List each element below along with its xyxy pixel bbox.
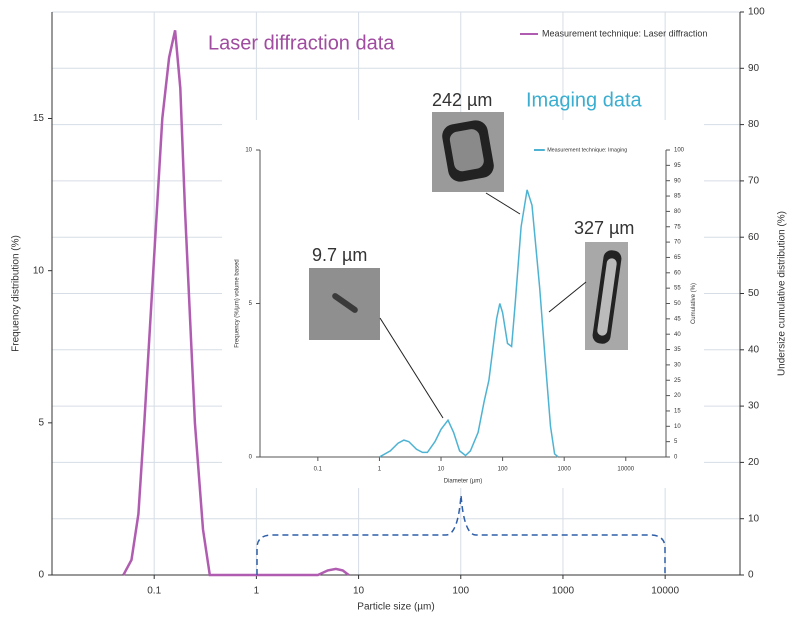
y2-tick-label: 80: [748, 119, 760, 130]
range-bracket: [256, 494, 666, 575]
y2-tick-label: 10: [748, 513, 760, 524]
x-tick-label: 0.1: [314, 467, 323, 473]
x-tick-label: 10: [353, 586, 365, 597]
x-tick-label: 1: [254, 586, 260, 597]
x-tick-label: 100: [498, 467, 509, 473]
y2-tick-label: 55: [674, 286, 681, 292]
annotation: Imaging data: [526, 89, 643, 111]
y2-tick-label: 40: [748, 344, 760, 355]
x-tick-label: 1000: [558, 467, 572, 473]
x-axis-label: Diameter (µm): [444, 479, 482, 485]
x-tick-label: 1: [378, 467, 382, 473]
y2-tick-label: 10: [674, 424, 681, 430]
x-tick-label: 10000: [651, 586, 679, 597]
y2-tick-label: 80: [674, 209, 681, 215]
y2-tick-label: 60: [748, 232, 760, 243]
imaging-chart: 0.1 1 10 100 1000 100000510051015202530354045…: [234, 147, 697, 484]
x-tick-label: 1000: [552, 586, 575, 597]
y2-tick-label: 100: [674, 148, 685, 154]
y2-tick-label: 70: [748, 176, 760, 187]
y2-axis-label: Cumulative (%): [691, 283, 697, 324]
annotation: Laser diffraction data: [208, 32, 395, 54]
y2-tick-label: 65: [674, 255, 681, 261]
y2-tick-label: 20: [674, 393, 681, 399]
y2-tick-label: 0: [748, 570, 754, 581]
y2-tick-label: 95: [674, 163, 681, 169]
y2-tick-label: 90: [674, 178, 681, 184]
y2-tick-label: 75: [674, 224, 681, 230]
y2-tick-label: 5: [674, 439, 678, 445]
y-tick-label: 5: [38, 417, 44, 428]
y-tick-label: 10: [33, 265, 45, 276]
x-tick-label: 10000: [617, 467, 634, 473]
x-axis-label: Particle size (µm): [357, 602, 434, 613]
y2-tick-label: 25: [674, 378, 681, 384]
annotation: 242 µm: [432, 90, 492, 110]
y2-tick-label: 40: [674, 332, 681, 338]
y-tick-label: 0: [249, 455, 253, 461]
y2-tick-label: 100: [748, 7, 765, 18]
y2-tick-label: 85: [674, 194, 681, 200]
y2-tick-label: 35: [674, 347, 681, 353]
y2-tick-label: 15: [674, 409, 681, 415]
y2-tick-label: 60: [674, 270, 681, 276]
y-tick-label: 10: [245, 148, 252, 154]
y2-tick-label: 45: [674, 316, 681, 322]
y-tick-label: 0: [38, 570, 44, 581]
legend-label: Measurement technique: Laser diffraction: [542, 28, 707, 38]
series-line: [379, 189, 559, 458]
y-axis-label: Frequency (%/µm) volume based: [234, 259, 240, 348]
y2-tick-label: 50: [674, 301, 681, 307]
y2-tick-label: 0: [674, 455, 678, 461]
y-tick-label: 5: [249, 301, 253, 307]
annotation: 327 µm: [574, 218, 634, 238]
y2-tick-label: 90: [748, 63, 760, 74]
particle-photos: [309, 112, 628, 419]
y2-tick-label: 30: [748, 401, 760, 412]
y2-tick-label: 20: [748, 457, 760, 468]
x-tick-label: 0.1: [147, 586, 161, 597]
annotation: 9.7 µm: [312, 245, 367, 265]
y-tick-label: 15: [33, 113, 45, 124]
legend-label: Measurement technique: Imaging: [547, 147, 627, 153]
y2-tick-label: 30: [674, 362, 681, 368]
y-axis-label: Frequency distribution (%): [11, 235, 22, 352]
y2-tick-label: 70: [674, 240, 681, 246]
x-tick-label: 100: [452, 586, 469, 597]
y2-axis-label: Undersize cumulative distribution (%): [777, 211, 788, 376]
y2-tick-label: 50: [748, 288, 760, 299]
series-line: [122, 30, 350, 577]
x-tick-label: 10: [438, 467, 445, 473]
